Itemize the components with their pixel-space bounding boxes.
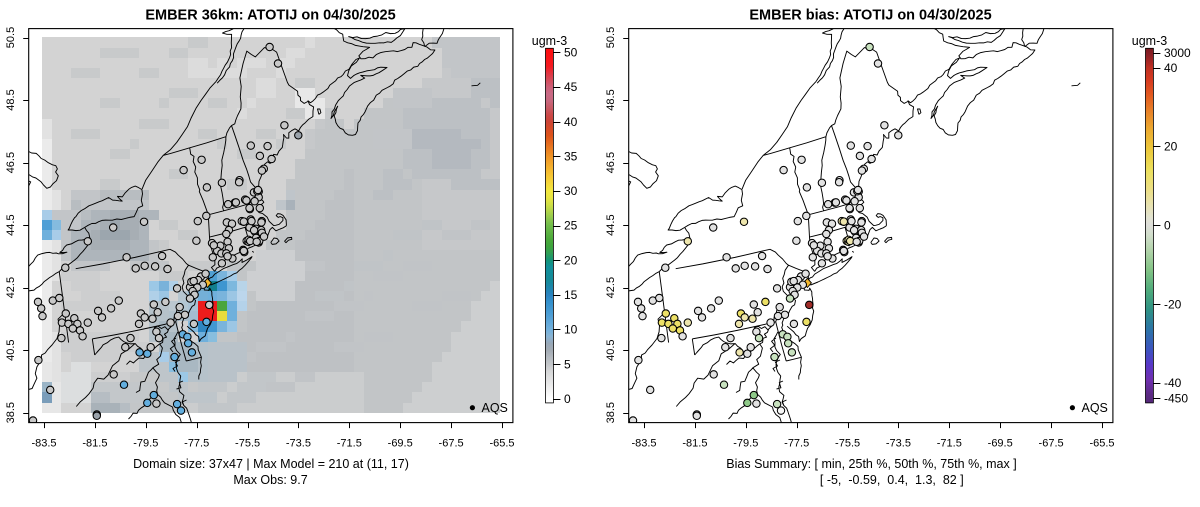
- svg-text:20: 20: [1164, 140, 1178, 154]
- svg-text:40: 40: [1164, 61, 1178, 75]
- svg-text:50.5: 50.5: [5, 27, 17, 48]
- svg-text:EMBER bias: ATOTIJ on 04/30/20: EMBER bias: ATOTIJ on 04/30/2025: [749, 8, 991, 24]
- svg-text:-65.5: -65.5: [489, 438, 514, 450]
- svg-text:-75.5: -75.5: [235, 438, 260, 450]
- svg-text:-73.5: -73.5: [886, 438, 911, 450]
- svg-text:45: 45: [564, 80, 578, 94]
- svg-text:-69.5: -69.5: [988, 438, 1013, 450]
- svg-text:-81.5: -81.5: [682, 438, 707, 450]
- svg-text:Bias Summary: [ min, 25th %, 5: Bias Summary: [ min, 25th %, 50th %, 75t…: [726, 457, 1016, 471]
- svg-text:-71.5: -71.5: [937, 438, 962, 450]
- svg-text:-71.5: -71.5: [337, 438, 362, 450]
- svg-text:-69.5: -69.5: [388, 438, 413, 450]
- svg-text:-67.5: -67.5: [439, 438, 464, 450]
- svg-text:30: 30: [564, 184, 578, 198]
- svg-text:35: 35: [564, 150, 578, 164]
- svg-text:46.5: 46.5: [5, 152, 17, 173]
- svg-text:-65.5: -65.5: [1089, 438, 1114, 450]
- svg-text:-79.5: -79.5: [733, 438, 758, 450]
- svg-text:-75.5: -75.5: [835, 438, 860, 450]
- svg-text:-79.5: -79.5: [133, 438, 158, 450]
- svg-text:40: 40: [564, 115, 578, 129]
- svg-text:Max Obs: 9.7: Max Obs: 9.7: [233, 473, 307, 487]
- svg-text:38.5: 38.5: [605, 402, 617, 423]
- svg-text:38.5: 38.5: [5, 402, 17, 423]
- svg-text:0: 0: [1164, 219, 1171, 233]
- svg-text:-77.5: -77.5: [784, 438, 809, 450]
- svg-text:40.5: 40.5: [5, 339, 17, 360]
- svg-text:25: 25: [564, 219, 578, 233]
- svg-text:ugm-3: ugm-3: [532, 34, 567, 48]
- svg-text:-83.5: -83.5: [631, 438, 656, 450]
- svg-text:ugm-3: ugm-3: [1132, 34, 1167, 48]
- svg-text:[ -5, -0.59, 0.4, 1.3, 82: [ -5, -0.59, 0.4, 1.3, 82 ]: [820, 473, 964, 487]
- svg-text:EMBER 36km: ATOTIJ on 04/30/20: EMBER 36km: ATOTIJ on 04/30/2025: [145, 8, 395, 24]
- svg-text:5: 5: [564, 357, 571, 371]
- svg-text:-77.5: -77.5: [184, 438, 209, 450]
- svg-text:10: 10: [564, 323, 578, 337]
- svg-text:-450: -450: [1164, 391, 1188, 405]
- svg-text:44.5: 44.5: [5, 214, 17, 235]
- svg-text:-83.5: -83.5: [31, 438, 56, 450]
- svg-text:50.5: 50.5: [605, 27, 617, 48]
- svg-text:-40: -40: [1164, 376, 1182, 390]
- svg-text:20: 20: [564, 253, 578, 267]
- svg-text:42.5: 42.5: [5, 277, 17, 298]
- svg-text:46.5: 46.5: [605, 152, 617, 173]
- svg-text:3000: 3000: [1164, 46, 1191, 60]
- svg-text:AQS: AQS: [482, 401, 508, 415]
- svg-text:48.5: 48.5: [605, 89, 617, 110]
- svg-text:40.5: 40.5: [605, 339, 617, 360]
- svg-text:-67.5: -67.5: [1039, 438, 1064, 450]
- svg-text:-20: -20: [1164, 297, 1182, 311]
- svg-text:-73.5: -73.5: [286, 438, 311, 450]
- svg-text:50: 50: [564, 46, 578, 60]
- svg-text:48.5: 48.5: [5, 89, 17, 110]
- svg-text:44.5: 44.5: [605, 214, 617, 235]
- svg-text:42.5: 42.5: [605, 277, 617, 298]
- svg-text:Domain size: 37x47 | Max Model: Domain size: 37x47 | Max Model = 210 at …: [133, 457, 409, 471]
- svg-text:0: 0: [564, 392, 571, 406]
- svg-text:-81.5: -81.5: [82, 438, 107, 450]
- svg-text:15: 15: [564, 288, 578, 302]
- svg-text:AQS: AQS: [1082, 401, 1108, 415]
